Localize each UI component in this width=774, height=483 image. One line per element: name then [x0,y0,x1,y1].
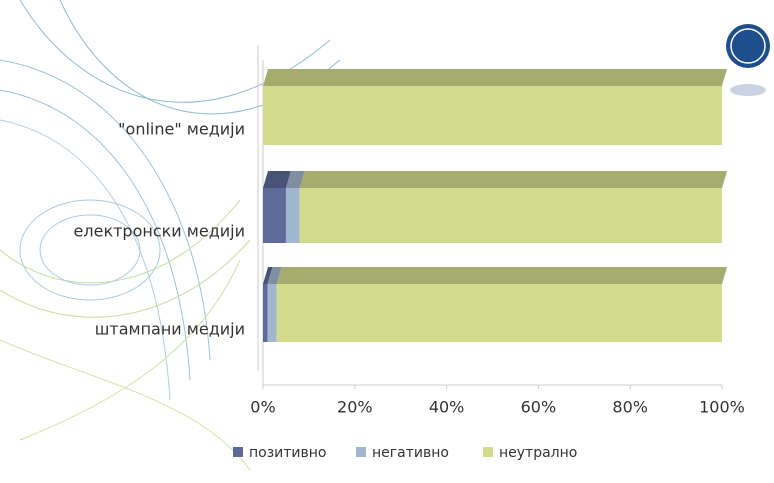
legend-swatch [356,447,366,457]
bar-segment [277,267,727,342]
x-tick-label: 60% [521,398,557,417]
bar-front [300,188,722,243]
x-tick-label: 100% [699,398,745,417]
legend-label: негативно [372,445,449,461]
bar-segment [263,69,727,145]
bar-front [263,86,722,145]
bar-top [300,171,727,188]
legend-swatch [233,447,243,457]
x-tick-label: 0% [250,398,275,417]
x-tick-label: 80% [612,398,648,417]
logo [726,24,770,96]
bar-front [277,284,722,342]
legend-label: неутрално [499,445,577,461]
bar-front [263,284,268,342]
legend-label: позитивно [249,445,327,461]
y-tick-label: штампани медији [95,320,245,339]
x-tick-label: 40% [429,398,465,417]
bar-front [263,188,286,243]
legend-swatch [483,447,493,457]
bar-top [277,267,727,284]
x-tick-label: 20% [337,398,373,417]
y-tick-label: електронски медији [74,222,245,241]
bar-front [286,188,300,243]
y-tick-label: "online" медији [118,120,245,139]
chart: позитивно негативно неутрално 0% 20% 40% 60% 8… [0,0,774,479]
bar-front [268,284,277,342]
bar-top [263,69,727,86]
bar-segment [300,171,727,243]
legend: позитивно негативно неутрално [233,445,577,461]
